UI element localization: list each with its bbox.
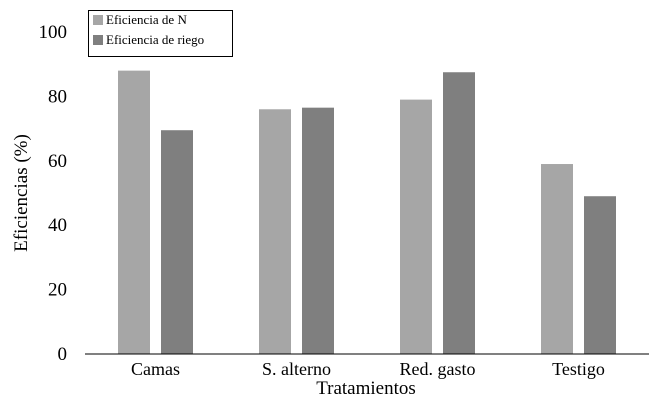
legend-label-riego: Eficiencia de riego <box>106 32 204 47</box>
y-tick-label: 100 <box>39 22 68 43</box>
x-category-labels: Camas S. alterno Red. gasto Testigo <box>131 359 605 379</box>
bars-group <box>118 70 616 355</box>
legend-swatch-riego <box>93 35 103 45</box>
bar-camas-series-1 <box>118 70 150 354</box>
y-tick-labels: 0 20 40 60 80 100 <box>39 22 68 365</box>
legend-swatch-n <box>93 15 103 25</box>
bar-red-gasto-series-1 <box>400 99 432 355</box>
bar-testigo-series-1 <box>541 164 573 354</box>
y-tick-label: 40 <box>48 215 67 236</box>
y-axis-title: Eficiencias (%) <box>11 134 32 252</box>
x-category-label: Testigo <box>552 359 605 379</box>
x-category-label: Red. gasto <box>400 359 476 379</box>
bar-s-alterno-series-1 <box>259 109 291 354</box>
y-tick-label: 60 <box>48 151 67 172</box>
legend-box <box>88 10 233 57</box>
y-tick-label: 80 <box>48 86 67 107</box>
bar-s-alterno-series-2 <box>302 107 334 354</box>
bar-testigo-series-2 <box>584 196 616 354</box>
legend-label-n: Eficiencia de N <box>106 12 187 27</box>
y-tick-label: 20 <box>48 280 67 301</box>
y-tick-label: 0 <box>58 344 68 365</box>
x-category-label: S. alterno <box>262 359 331 379</box>
legend: Eficiencia de N Eficiencia de riego <box>88 10 233 57</box>
bar-camas-series-2 <box>161 130 193 354</box>
x-axis-title: Tratamientos <box>316 378 416 399</box>
x-category-label: Camas <box>131 359 180 379</box>
bar-red-gasto-series-2 <box>443 72 475 354</box>
